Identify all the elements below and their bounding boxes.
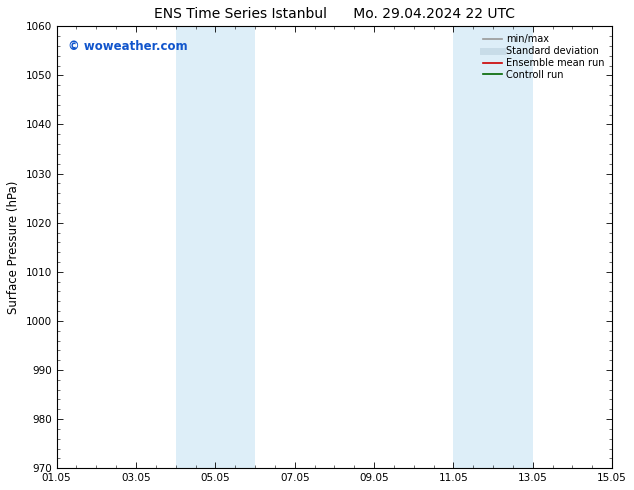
Text: © woweather.com: © woweather.com [68,40,188,52]
Bar [176,26,255,468]
Legend: min/max, Standard deviation, Ensemble mean run, Controll run: min/max, Standard deviation, Ensemble me… [480,31,607,83]
Title: ENS Time Series Istanbul      Mo. 29.04.2024 22 UTC: ENS Time Series Istanbul Mo. 29.04.2024 … [154,7,515,21]
Bar [453,26,533,468]
Y-axis label: Surface Pressure (hPa): Surface Pressure (hPa) [7,180,20,314]
